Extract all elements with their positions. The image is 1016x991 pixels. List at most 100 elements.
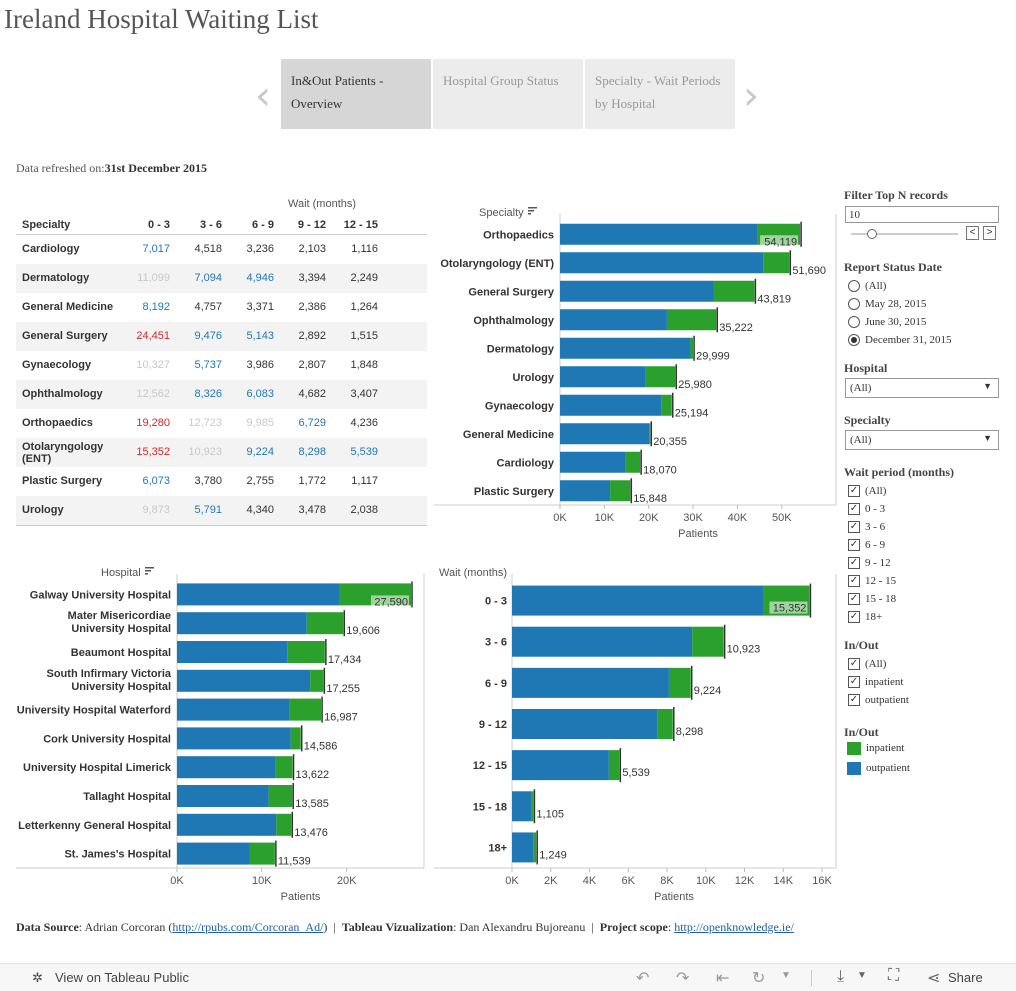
specialty-dropdown[interactable]: (All) ▼ [845, 430, 999, 450]
chevron-down-icon[interactable]: ▼ [781, 970, 791, 981]
story-next-icon[interactable]: › [743, 73, 759, 119]
refresh-icon[interactable]: ↻ [752, 970, 766, 987]
inout-option[interactable]: ✓ (All) [848, 658, 909, 676]
table-row-label: General Medicine [22, 301, 114, 313]
hospital-dropdown[interactable]: (All) ▼ [845, 378, 999, 398]
checkbox-checked-icon[interactable]: ✓ [848, 557, 860, 570]
report-date-option[interactable]: December 31, 2015 [848, 334, 951, 352]
view-on-tableau-link[interactable]: View on Tableau Public [55, 970, 189, 985]
bar-inpatient [306, 612, 344, 635]
wait-period-option[interactable]: ✓ 18+ [848, 611, 896, 629]
topn-increment-icon[interactable]: > [983, 226, 996, 240]
story-tab-overview[interactable]: In&Out Patients - Overview [281, 59, 431, 129]
share-button[interactable]: Share [948, 970, 983, 985]
category-label: Cardiology [497, 457, 555, 469]
value-label: 43,819 [757, 293, 791, 305]
redo-icon[interactable]: ↷ [676, 970, 690, 987]
topn-input[interactable]: 10 [845, 206, 999, 223]
inout-option[interactable]: ✓ inpatient [848, 676, 909, 694]
checkbox-checked-icon[interactable]: ✓ [848, 593, 860, 606]
report-date-option-label: (All) [865, 280, 887, 292]
topn-slider-track[interactable] [851, 233, 958, 235]
table-row-label: Gynaecology [22, 359, 92, 371]
value-label: 16,987 [324, 712, 358, 724]
category-label: Otolaryngology (ENT) [440, 258, 554, 270]
value-label: 8,298 [676, 726, 704, 738]
checkbox-checked-icon[interactable]: ✓ [848, 503, 860, 516]
report-date-option[interactable]: (All) [848, 280, 951, 298]
value-label-bg [371, 595, 409, 608]
wait-bar-chart: Wait (months) 0K 2K 4K 6K 8K 10K 12K 14K 16K Patie… [434, 567, 837, 903]
radio-button[interactable] [848, 280, 860, 293]
checkbox-checked-icon[interactable]: ✓ [848, 575, 860, 588]
wait-period-options: ✓ (All) ✓ 0 - 3 ✓ 3 - 6 ✓ 6 - 9 ✓ 9 - 12 ✓ 12 - 15 ✓… [848, 485, 896, 629]
legend-item-outpatient: outpatient [847, 762, 910, 775]
bar-outpatient [512, 832, 534, 863]
wait-period-option[interactable]: ✓ 6 - 9 [848, 539, 896, 557]
checkbox-checked-icon[interactable]: ✓ [848, 694, 860, 707]
specialty-bar-chart: Specialty 0K 10K 20K 30K 40K 50K Patients Orthop… [434, 207, 837, 540]
checkbox-checked-icon[interactable]: ✓ [848, 676, 860, 689]
footer-scope-link[interactable]: http://openknowledge.ie/ [674, 920, 794, 934]
wait-period-option[interactable]: ✓ 0 - 3 [848, 503, 896, 521]
bar-inpatient [290, 727, 301, 750]
footer-credits: Data Source: Adrian Corcoran (http://rpu… [16, 920, 794, 935]
bar-inpatient [666, 309, 717, 331]
value-label: 17,255 [326, 683, 360, 695]
download-icon[interactable]: ⤓ [837, 968, 845, 985]
legend-label-outpatient: outpatient [866, 762, 910, 775]
category-label: St. James's Hospital [64, 849, 171, 861]
table-row: Gynaecology 10,327 5,737 3,986 2,807 1,848 [16, 351, 427, 380]
value-label: 13,585 [295, 798, 329, 810]
topn-slider-handle[interactable] [867, 229, 877, 239]
story-prev-icon[interactable]: ‹ [255, 73, 271, 119]
radio-button[interactable] [848, 316, 860, 329]
story-tab-hospital-group[interactable]: Hospital Group Status [433, 59, 583, 129]
fullscreen-icon[interactable]: ⛶ [888, 967, 900, 984]
story-tab-specialty-wait[interactable]: Specialty - Wait Periods by Hospital [585, 59, 735, 129]
chart-header: Wait (months) [439, 567, 507, 579]
axis-tick-label: 20K [337, 875, 357, 887]
checkbox-checked-icon[interactable]: ✓ [848, 485, 860, 498]
bar-outpatient [177, 669, 311, 692]
table-cell: 3,478 [298, 504, 326, 516]
revert-icon[interactable]: ⇤ [716, 970, 730, 987]
radio-button[interactable] [848, 298, 860, 311]
checkbox-checked-icon[interactable]: ✓ [848, 658, 860, 671]
table-cell: 8,298 [298, 446, 326, 458]
share-icon[interactable]: ⋖ [927, 970, 941, 987]
bar-inpatient [690, 337, 694, 359]
checkbox-checked-icon[interactable]: ✓ [848, 539, 860, 552]
wait-period-option[interactable]: ✓ (All) [848, 485, 896, 503]
footer-scope-label: Project scope [599, 920, 668, 934]
table-cell: 4,757 [194, 301, 222, 313]
wait-period-option[interactable]: ✓ 12 - 15 [848, 575, 896, 593]
value-label: 19,606 [346, 625, 380, 637]
report-date-option[interactable]: May 28, 2015 [848, 298, 951, 316]
value-label: 11,539 [278, 856, 311, 868]
undo-icon[interactable]: ↶ [636, 970, 650, 987]
table-cell: 3,407 [350, 388, 378, 400]
inout-option[interactable]: ✓ outpatient [848, 694, 909, 712]
wait-period-option[interactable]: ✓ 3 - 6 [848, 521, 896, 539]
wait-period-option[interactable]: ✓ 15 - 18 [848, 593, 896, 611]
radio-button[interactable] [848, 334, 860, 347]
table-cell: 3,371 [246, 301, 274, 313]
table-row: Dermatology 11,099 7,094 4,946 3,394 2,249 [16, 264, 427, 293]
table-cell: 6,073 [142, 475, 170, 487]
refresh-label: Data refreshed on: [16, 161, 105, 175]
value-label: 13,622 [296, 769, 330, 781]
wait-period-option[interactable]: ✓ 9 - 12 [848, 557, 896, 575]
topn-decrement-icon[interactable]: < [966, 226, 979, 240]
footer-source-link[interactable]: http://rpubs.com/Corcoran_Ad/ [172, 920, 324, 934]
table-cell: 9,985 [246, 417, 274, 429]
tableau-toolbar: ✲ View on Tableau Public ↶ ↷ ⇤ ↻ ▼ ⤓ ▼ ⛶… [0, 963, 1016, 991]
bar-outpatient [177, 612, 307, 635]
category-label: Letterkenny General Hospital [18, 820, 171, 832]
table-cell: 3,236 [246, 243, 274, 255]
chevron-down-icon[interactable]: ▼ [857, 970, 867, 981]
checkbox-checked-icon[interactable]: ✓ [848, 521, 860, 534]
category-label: University Hospital Waterford [17, 705, 171, 717]
report-date-option[interactable]: June 30, 2015 [848, 316, 951, 334]
checkbox-checked-icon[interactable]: ✓ [848, 611, 860, 624]
